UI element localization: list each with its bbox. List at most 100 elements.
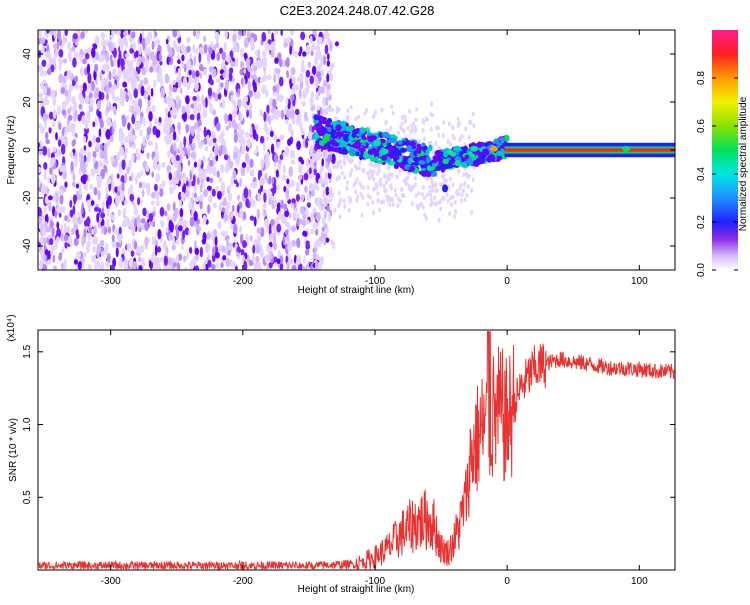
heatmap-cell bbox=[208, 98, 212, 106]
heatmap-cell bbox=[449, 195, 453, 201]
heatmap-cell bbox=[445, 192, 449, 198]
heatmap-cell bbox=[207, 87, 213, 97]
heatmap-cell bbox=[202, 155, 206, 163]
heatmap-cell bbox=[354, 189, 358, 195]
heatmap-cell bbox=[175, 81, 179, 89]
heatmap-cell bbox=[66, 226, 71, 233]
heatmap-cell bbox=[432, 155, 438, 161]
heatmap-cell bbox=[460, 192, 464, 198]
heatmap-cell bbox=[316, 149, 320, 155]
heatmap-cell bbox=[253, 150, 258, 156]
heatmap-cell bbox=[439, 182, 443, 188]
heatmap-cell bbox=[257, 48, 260, 59]
heatmap-cell bbox=[312, 152, 317, 163]
heatmap-cell bbox=[345, 185, 349, 191]
heatmap-cell bbox=[105, 85, 110, 94]
heatmap-cell bbox=[307, 61, 312, 68]
heatmap-cell bbox=[383, 173, 387, 179]
heatmap-cell bbox=[319, 153, 323, 159]
heatmap-cell bbox=[193, 30, 197, 37]
snr-y-unit: (x10⁴) bbox=[6, 314, 17, 341]
heatmap-cell bbox=[203, 106, 207, 118]
heatmap-cell bbox=[100, 251, 105, 257]
colorbar-tick-label: 0.2 bbox=[696, 215, 707, 229]
heatmap-cell bbox=[332, 147, 340, 153]
heatmap-cell bbox=[345, 125, 354, 131]
heatmap-cell bbox=[52, 56, 57, 67]
heatmap-cell bbox=[305, 44, 311, 55]
heatmap-cell bbox=[250, 32, 255, 39]
heatmap-cell bbox=[101, 78, 106, 89]
heatmap-cell bbox=[103, 246, 109, 256]
heatmap-cell bbox=[206, 243, 211, 252]
heatmap-cell bbox=[154, 31, 158, 37]
heatmap-cell bbox=[132, 134, 137, 141]
heatmap-cell bbox=[106, 116, 112, 127]
heatmap-cell bbox=[94, 206, 99, 212]
heatmap-cell bbox=[195, 70, 200, 78]
heatmap-cell bbox=[268, 197, 272, 206]
heatmap-cell bbox=[154, 244, 158, 256]
spectrogram-heatmap bbox=[38, 30, 675, 270]
heatmap-cell bbox=[38, 177, 41, 188]
heatmap-cell bbox=[396, 203, 400, 209]
heatmap-cell bbox=[458, 186, 462, 192]
heatmap-cell bbox=[101, 225, 105, 234]
heatmap-cell bbox=[295, 182, 301, 191]
heatmap-cell bbox=[353, 163, 357, 169]
heatmap-cell bbox=[73, 237, 79, 247]
heatmap-cell bbox=[131, 225, 136, 237]
heatmap-cell bbox=[353, 141, 361, 149]
heatmap-cell bbox=[266, 244, 271, 253]
heatmap-cell bbox=[64, 181, 68, 188]
heatmap-cell bbox=[239, 60, 244, 69]
heatmap-cell bbox=[195, 253, 199, 261]
heatmap-cell bbox=[366, 170, 370, 176]
heatmap-cell bbox=[441, 132, 445, 138]
x-tick-label: 100 bbox=[631, 276, 648, 287]
heatmap-cell bbox=[477, 141, 482, 149]
heatmap-cell bbox=[221, 207, 225, 213]
heatmap-cell bbox=[193, 55, 197, 67]
heatmap-cell bbox=[269, 250, 273, 260]
heatmap-cell bbox=[274, 57, 279, 65]
heatmap-cell bbox=[202, 99, 206, 108]
heatmap-cell bbox=[104, 39, 109, 46]
heatmap-cell bbox=[58, 38, 63, 46]
heatmap-cell bbox=[324, 30, 329, 36]
heatmap-cell bbox=[188, 69, 192, 76]
heatmap-cell bbox=[60, 87, 66, 95]
heatmap-cell bbox=[44, 195, 49, 205]
heatmap-cell bbox=[424, 215, 428, 221]
heatmap-cell bbox=[462, 172, 466, 178]
heatmap-cell bbox=[63, 234, 69, 242]
heatmap-cell bbox=[217, 221, 222, 229]
heatmap-cell bbox=[129, 59, 134, 70]
heatmap-cell bbox=[54, 90, 58, 98]
heatmap-cell bbox=[38, 166, 42, 174]
heatmap-cell bbox=[276, 202, 281, 211]
heatmap-cell bbox=[55, 132, 58, 141]
heatmap-cell bbox=[129, 176, 132, 182]
spectrogram-x-axis: -300 -200 -100 0 100 bbox=[101, 30, 648, 287]
heatmap-cell bbox=[282, 234, 286, 245]
heatmap-cell bbox=[192, 174, 196, 185]
heatmap-cell bbox=[231, 204, 235, 213]
heatmap-cell bbox=[69, 151, 74, 159]
heatmap-cell bbox=[81, 237, 85, 248]
heatmap-cell bbox=[367, 136, 375, 142]
heatmap-cell bbox=[133, 202, 137, 210]
heatmap-cell bbox=[361, 134, 366, 140]
heatmap-cell bbox=[189, 260, 194, 269]
heatmap-cell bbox=[423, 145, 428, 150]
heatmap-cell bbox=[150, 191, 156, 199]
heatmap-cell bbox=[457, 168, 461, 174]
heatmap-cell bbox=[91, 47, 96, 58]
heatmap-cell bbox=[198, 46, 203, 54]
heatmap-cell bbox=[77, 211, 81, 218]
heatmap-cell bbox=[135, 71, 138, 80]
heatmap-cell bbox=[203, 35, 207, 43]
heatmap-cell bbox=[426, 165, 432, 172]
heatmap-cell bbox=[368, 141, 376, 145]
heatmap-cell bbox=[116, 190, 121, 197]
